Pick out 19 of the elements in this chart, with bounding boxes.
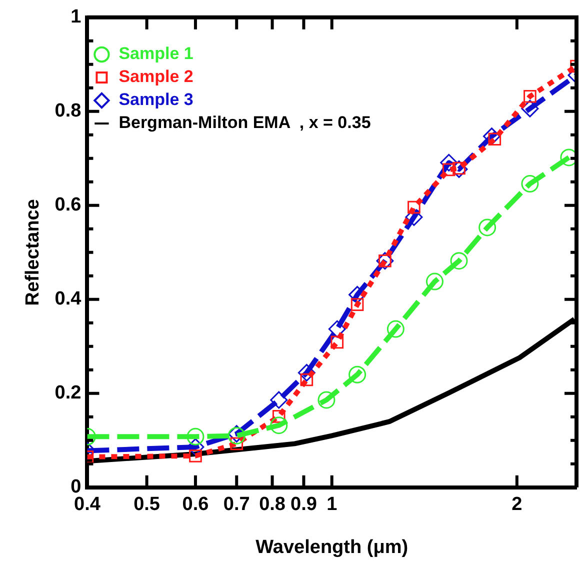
legend-label: Sample 2	[118, 67, 194, 86]
y-tick-label: 0.6	[54, 194, 82, 216]
x-tick-label: 0.6	[182, 494, 209, 516]
x-tick-label: 0.9	[290, 494, 317, 516]
y-tick-label: 0	[70, 476, 82, 498]
x-tick-label: 0.7	[223, 494, 250, 516]
x-tick-label: 0.5	[134, 494, 160, 516]
legend-label: Sample 1	[118, 44, 194, 64]
x-tick-label: 0.8	[259, 494, 286, 516]
y-tick-label: 0.2	[54, 382, 82, 404]
x-axis-title: Wavelength (μm)	[256, 536, 408, 558]
x-tick-label: 1	[326, 494, 338, 516]
legend-label: Bergman-Milton EMA , x = 0.35	[118, 113, 371, 132]
y-tick-label: 0.4	[54, 288, 82, 310]
y-tick-label: 1	[70, 6, 82, 28]
y-tick-label: 0.8	[54, 100, 82, 122]
y-axis-title: Reflectance	[22, 199, 44, 306]
x-tick-label: 2	[512, 494, 522, 516]
legend-label: Sample 3	[118, 90, 194, 110]
